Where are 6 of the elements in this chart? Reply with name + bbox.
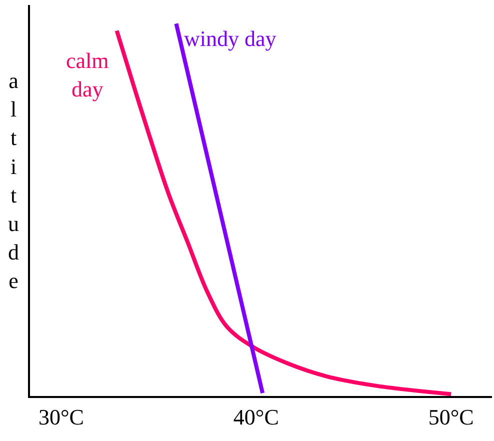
x-tick-label: 40°C xyxy=(233,404,279,430)
x-tick-label: 30°C xyxy=(38,404,84,430)
y-axis-title: altitude xyxy=(8,68,19,294)
series-label: calm day xyxy=(66,48,109,102)
x-tick-label: 50°C xyxy=(428,404,474,430)
series-label: windy day xyxy=(184,26,276,51)
